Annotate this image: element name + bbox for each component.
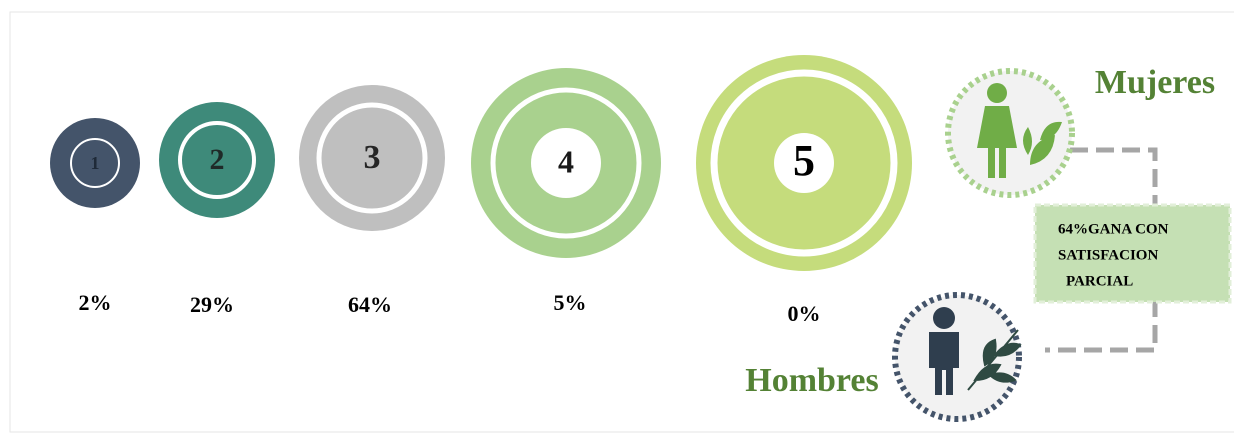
ring-outer [159,102,275,218]
ring-inner [178,121,256,199]
percent-label: 0% [788,301,821,326]
women-icon [945,68,1075,198]
ring-number: 4 [558,143,574,179]
women-label: Mujeres [1095,64,1215,101]
ring-number: 2 [210,143,225,176]
percent-label: 5% [554,290,587,315]
ring-inner [490,87,642,239]
men-icon [892,292,1022,422]
note-line: PARCIAL [1066,273,1133,289]
ring-inner [70,138,120,188]
ring-number: 1 [91,153,100,173]
ring-center [774,133,834,193]
ring-inner [710,69,898,257]
ring-inner [316,102,428,214]
note-line: SATISFACION [1058,247,1158,263]
percent-label: 29% [190,292,234,317]
ring-outer [50,118,140,208]
note-line: 64%GANA CON [1058,221,1169,237]
percent-label: 64% [348,292,392,317]
note-box [1033,203,1232,304]
men-label: Hombres [745,362,878,399]
ring-center [531,128,601,198]
ring-number: 3 [364,139,381,176]
ring-number: 5 [793,136,815,185]
percent-label: 2% [79,290,112,315]
rings: 1 2% 2 29% 3 64% 4 5% 5 0% [50,55,912,326]
